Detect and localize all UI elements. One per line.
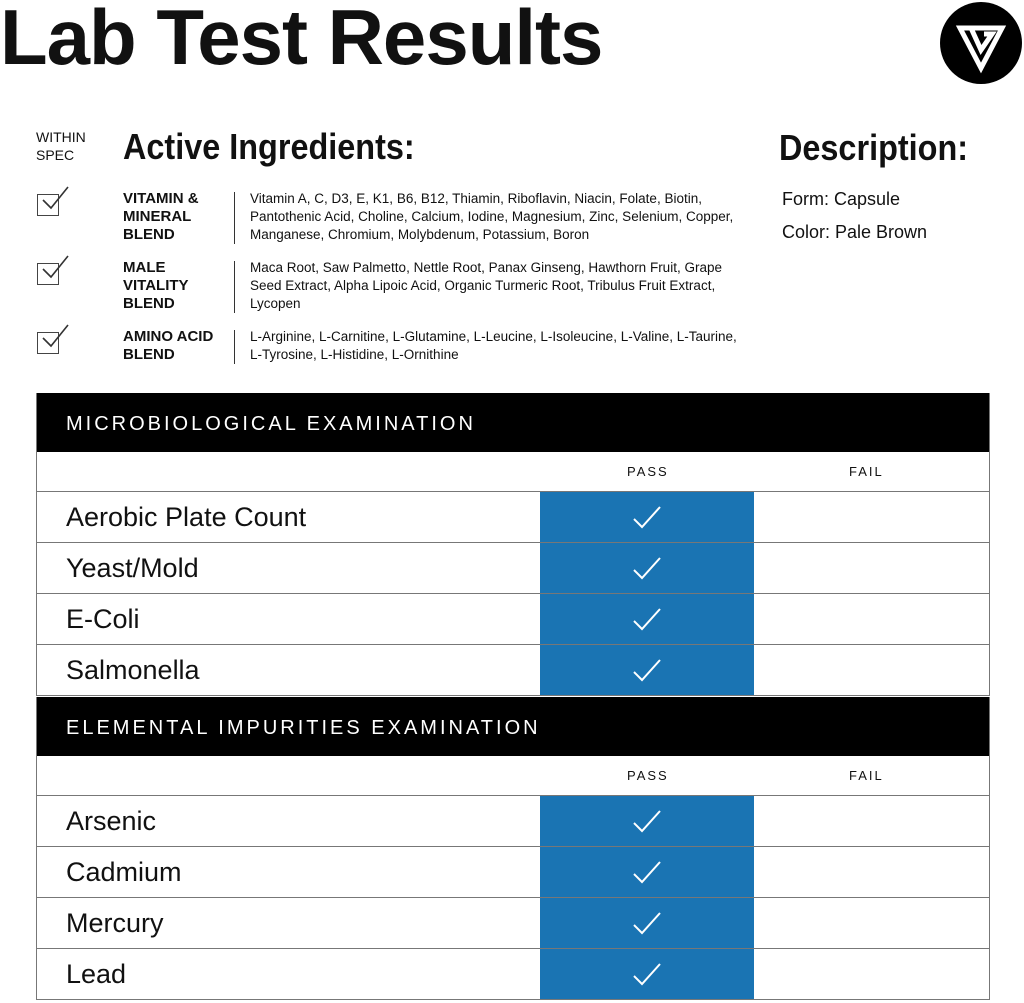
test-name: Lead: [66, 959, 127, 989]
test-name: Mercury: [66, 908, 164, 938]
checked-box-icon: [37, 324, 69, 354]
test-name: Aerobic Plate Count: [66, 502, 307, 532]
exam-table: ELEMENTAL IMPURITIES EXAMINATION PASS FA…: [36, 697, 990, 1000]
section-title: ELEMENTAL IMPURITIES EXAMINATION: [37, 697, 989, 756]
active-ingredients-heading: Active Ingredients:: [123, 126, 415, 167]
color-value: Color: Pale Brown: [782, 222, 928, 242]
form-value: Form: Capsule: [782, 189, 901, 209]
test-name: Arsenic: [66, 806, 157, 836]
column-header-row: PASS FAIL: [37, 756, 989, 796]
page-title: Lab Test Results: [0, 0, 603, 81]
blend-name: AMINO ACID BLEND: [123, 328, 214, 363]
pass-column-header: PASS: [627, 464, 669, 479]
table-row: Mercury: [37, 898, 989, 949]
description-heading: Description:: [779, 127, 969, 168]
divider: [234, 330, 235, 364]
within-spec-label: WITHIN SPEC: [36, 129, 86, 163]
table-row: Cadmium: [37, 847, 989, 898]
blend-ingredients: Maca Root, Saw Palmetto, Nettle Root, Pa…: [250, 260, 722, 311]
table-row: Lead: [37, 949, 989, 1000]
brand-logo: [940, 2, 1022, 84]
table-row: Salmonella: [37, 645, 989, 696]
column-header-row: PASS FAIL: [37, 452, 989, 492]
table-row: Yeast/Mold: [37, 543, 989, 594]
table-row: Aerobic Plate Count: [37, 492, 989, 543]
exam-table: MICROBIOLOGICAL EXAMINATION PASS FAIL Ae…: [36, 393, 990, 696]
blend-name: VITAMIN & MINERAL BLEND: [123, 190, 199, 243]
pass-cell: [540, 796, 754, 846]
test-name: Salmonella: [66, 655, 200, 685]
section-title: MICROBIOLOGICAL EXAMINATION: [37, 393, 989, 452]
pass-cell: [540, 543, 754, 593]
pass-column-header: PASS: [627, 768, 669, 783]
pass-cell: [540, 492, 754, 542]
test-name: Cadmium: [66, 857, 182, 887]
checked-box-icon: [37, 255, 69, 285]
blend-name: MALE VITALITY BLEND: [123, 259, 189, 312]
pass-cell: [540, 949, 754, 999]
table-row: E-Coli: [37, 594, 989, 645]
test-name: Yeast/Mold: [66, 553, 199, 583]
blend-ingredients: Vitamin A, C, D3, E, K1, B6, B12, Thiami…: [250, 191, 734, 242]
table-row: Arsenic: [37, 796, 989, 847]
test-name: E-Coli: [66, 604, 140, 634]
pass-cell: [540, 847, 754, 897]
pass-cell: [540, 645, 754, 695]
blend-ingredients: L-Arginine, L-Carnitine, L-Glutamine, L-…: [250, 329, 737, 362]
divider: [234, 192, 235, 244]
fail-column-header: FAIL: [849, 464, 884, 479]
divider: [234, 261, 235, 313]
fail-column-header: FAIL: [849, 768, 884, 783]
pass-cell: [540, 898, 754, 948]
pass-cell: [540, 594, 754, 644]
checked-box-icon: [37, 186, 69, 216]
